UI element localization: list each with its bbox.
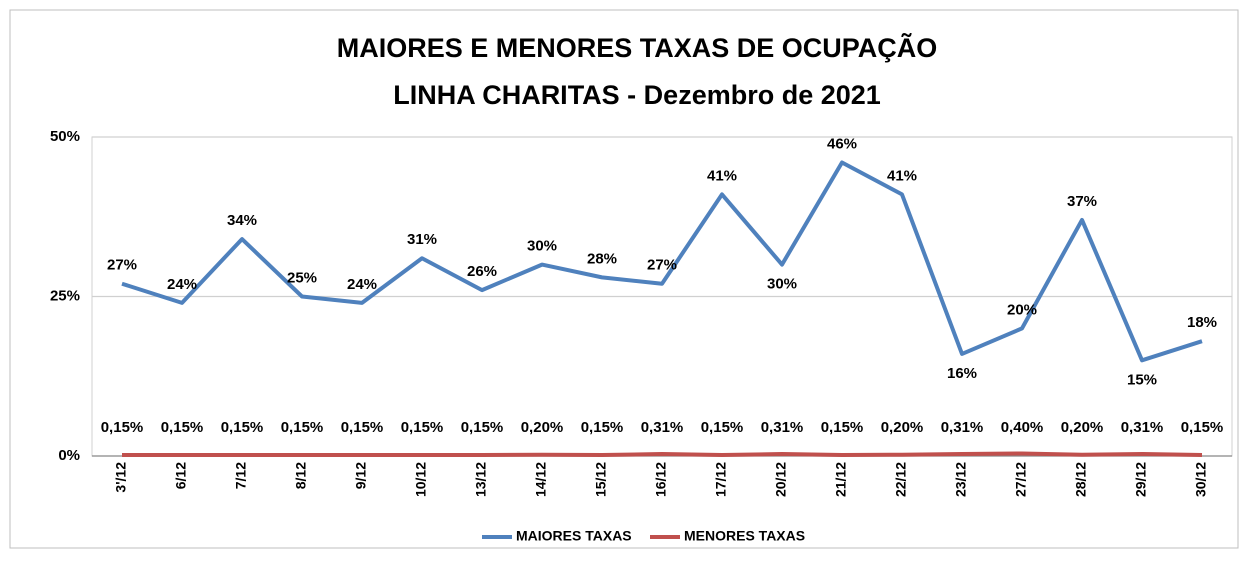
x-tick-label: 8/12 bbox=[293, 462, 309, 489]
data-label: 0,15% bbox=[101, 419, 144, 436]
data-label: 0,31% bbox=[641, 419, 684, 436]
data-label: 27% bbox=[647, 257, 677, 274]
data-label: 41% bbox=[887, 167, 917, 184]
data-label: 0,31% bbox=[761, 419, 804, 436]
legend-label: MAIORES TAXAS bbox=[516, 528, 632, 544]
data-label: 0,15% bbox=[401, 419, 444, 436]
series-line bbox=[121, 160, 1203, 363]
data-label: 30% bbox=[527, 238, 557, 255]
data-label: 25% bbox=[287, 269, 317, 286]
data-label: 0,20% bbox=[1061, 419, 1104, 436]
series-line bbox=[122, 451, 1203, 458]
data-label: 0,15% bbox=[1181, 419, 1224, 436]
data-label: 0,15% bbox=[581, 419, 624, 436]
x-tick-label: 17/12 bbox=[713, 462, 729, 497]
x-tick-label: 3'/12 bbox=[113, 462, 129, 493]
data-label: 24% bbox=[167, 276, 197, 293]
data-label: 0,20% bbox=[521, 419, 564, 436]
data-label: 34% bbox=[227, 212, 257, 229]
data-label: 27% bbox=[107, 257, 137, 274]
x-tick-label: 23/12 bbox=[953, 462, 969, 497]
data-label: 41% bbox=[707, 167, 737, 184]
data-label: 0,15% bbox=[281, 419, 324, 436]
data-label: 0,15% bbox=[461, 419, 504, 436]
data-label: 0,15% bbox=[221, 419, 264, 436]
data-label: 26% bbox=[467, 263, 497, 280]
y-tick-label: 25% bbox=[50, 287, 80, 304]
x-tick-label: 10/12 bbox=[413, 462, 429, 497]
data-label: 0,15% bbox=[821, 419, 864, 436]
x-tick-label: 6/12 bbox=[173, 462, 189, 489]
data-label: 28% bbox=[587, 250, 617, 267]
data-label: 24% bbox=[347, 276, 377, 293]
y-tick-label: 0% bbox=[58, 447, 80, 464]
data-label: 15% bbox=[1127, 371, 1157, 388]
x-tick-label: 21/12 bbox=[833, 462, 849, 497]
data-label: 0,31% bbox=[941, 419, 984, 436]
data-label: 31% bbox=[407, 231, 437, 248]
y-tick-label: 50% bbox=[50, 128, 80, 145]
x-tick-label: 16/12 bbox=[653, 462, 669, 497]
data-label: 0,15% bbox=[701, 419, 744, 436]
x-tick-label: 27/12 bbox=[1013, 462, 1029, 497]
x-tick-label: 13/12 bbox=[473, 462, 489, 497]
data-label: 18% bbox=[1187, 314, 1217, 331]
data-label: 0,15% bbox=[341, 419, 384, 436]
data-label: 16% bbox=[947, 365, 977, 382]
x-tick-label: 28/12 bbox=[1073, 462, 1089, 497]
data-label: 37% bbox=[1067, 193, 1097, 210]
x-tick-label: 14/12 bbox=[533, 462, 549, 497]
x-tick-label: 7/12 bbox=[233, 462, 249, 489]
data-label: 0,31% bbox=[1121, 419, 1164, 436]
chart-title: MAIORES E MENORES TAXAS DE OCUPAÇÃO bbox=[337, 32, 938, 63]
x-tick-label: 22/12 bbox=[893, 462, 909, 497]
data-label: 46% bbox=[827, 135, 857, 152]
data-label: 30% bbox=[767, 276, 797, 293]
x-tick-label: 29/12 bbox=[1133, 462, 1149, 497]
chart-subtitle: LINHA CHARITAS - Dezembro de 2021 bbox=[393, 80, 881, 110]
x-tick-label: 9/12 bbox=[353, 462, 369, 489]
x-tick-label: 20/12 bbox=[773, 462, 789, 497]
x-tick-label: 15/12 bbox=[593, 462, 609, 497]
x-tick-label: 30/12 bbox=[1193, 462, 1209, 497]
data-label: 0,20% bbox=[881, 419, 924, 436]
data-label: 0,40% bbox=[1001, 419, 1044, 436]
data-label: 20% bbox=[1007, 301, 1037, 318]
data-label: 0,15% bbox=[161, 419, 204, 436]
legend-label: MENORES TAXAS bbox=[684, 528, 805, 544]
